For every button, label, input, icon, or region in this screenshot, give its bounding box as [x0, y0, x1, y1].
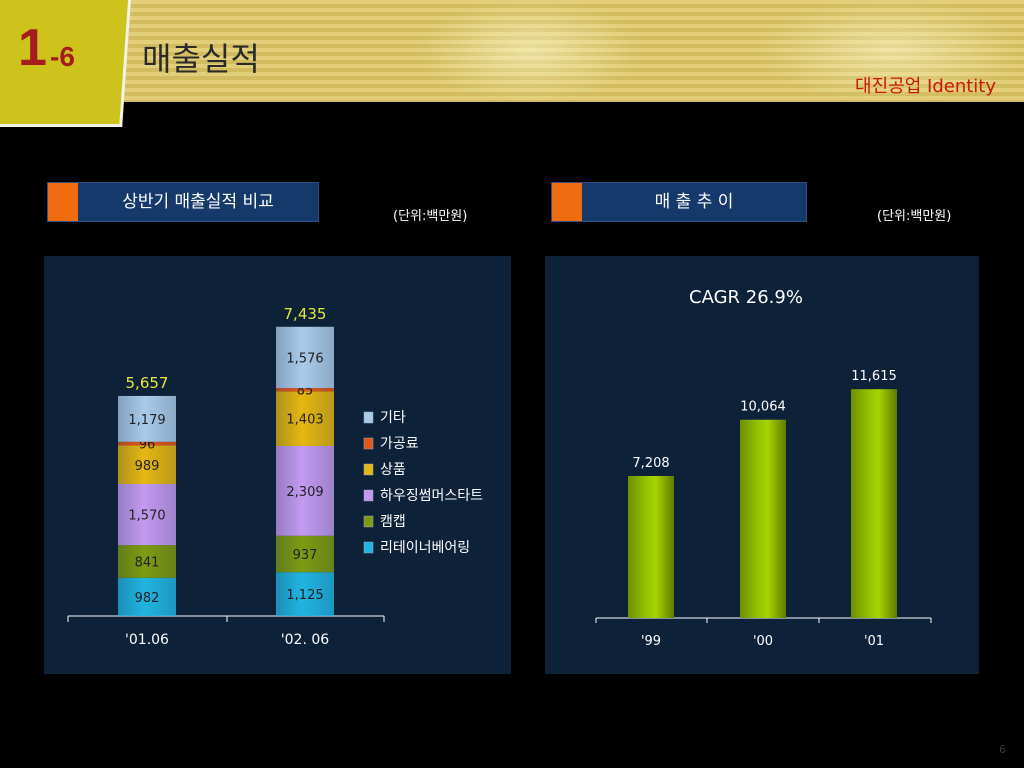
legend-label: 리테이너베어링 [380, 540, 470, 556]
total-label: 7,435 [284, 305, 327, 323]
segment-label: 937 [293, 548, 318, 563]
header-glow [420, 0, 640, 102]
stacked-bar-chart: 9828411,570989961,1795,657'01.061,125937… [67, 305, 483, 648]
segment-label: 1,570 [128, 509, 165, 524]
trend-chart-panel: CAGR 26.9% 7,208 '99 10,064 '00 11,615 '01 [545, 256, 979, 674]
legend-label: 하우징썸머스타트 [380, 488, 483, 504]
heading-accent [552, 183, 582, 221]
legend-label: 가공료 [380, 436, 419, 452]
header-banner: 매출실적 대진공업 Identity [0, 0, 1024, 102]
bar-segment [276, 388, 334, 392]
section-sub-number: -6 [50, 41, 75, 72]
data-label: 11,615 [851, 369, 897, 384]
bar-segment [276, 572, 334, 616]
bar-segment [118, 577, 176, 616]
bar-segment [276, 391, 334, 446]
bar [628, 476, 674, 618]
trend-bar-chart: CAGR 26.9% 7,208 '99 10,064 '00 11,615 '01 [595, 287, 932, 649]
left-unit-label: (단위:백만원) [393, 209, 468, 224]
segment-label: 982 [135, 591, 160, 606]
header-glow [760, 0, 1020, 102]
x-tick-label: '00 [753, 634, 773, 649]
bar-segment [118, 441, 176, 446]
right-unit-label: (단위:백만원) [877, 209, 952, 224]
segment-label: 1,125 [286, 588, 323, 603]
data-label: 7,208 [632, 456, 669, 471]
bar-segment [276, 326, 334, 389]
bar-segment [276, 535, 334, 573]
legend-swatch [363, 489, 374, 502]
page-title: 매출실적 [142, 40, 260, 78]
segment-label: 841 [135, 555, 160, 570]
legend-swatch [363, 463, 374, 476]
x-tick-label: '99 [641, 634, 661, 649]
segment-label: 1,179 [128, 413, 165, 428]
page-number: 6 [999, 743, 1006, 756]
segment-label: 989 [135, 459, 160, 474]
legend-swatch [363, 411, 374, 424]
section-number: 1 [18, 19, 47, 77]
segment-label: 1,576 [286, 351, 323, 366]
bar-segment [118, 395, 176, 442]
legend-label: 캠캡 [380, 514, 406, 530]
stacked-chart-panel: 982 841 1,570 989 96 1,179 5,657'01.06 1,125 937… [44, 256, 511, 674]
legend-swatch [363, 515, 374, 528]
data-label: 10,064 [740, 400, 786, 415]
chart-title: CAGR 26.9% [689, 287, 803, 308]
heading-accent [48, 183, 78, 221]
right-section-title: 매 출 추 이 [654, 192, 734, 212]
legend-swatch [363, 541, 374, 554]
legend-label: 기타 [380, 410, 406, 426]
left-section-heading: 상반기 매출실적 비교 [47, 182, 319, 222]
x-tick-label: '01.06 [125, 632, 169, 648]
left-section-title: 상반기 매출실적 비교 [122, 192, 274, 212]
segment-label: 1,403 [286, 413, 323, 428]
legend-label: 상품 [380, 462, 406, 478]
bar-segment [276, 445, 334, 536]
x-tick-label: '01 [864, 634, 884, 649]
segment-label: 2,309 [286, 485, 323, 500]
bar-segment [118, 445, 176, 485]
right-section-heading: 매 출 추 이 [551, 182, 807, 222]
legend-swatch [363, 437, 374, 450]
x-tick-label: '02. 06 [281, 632, 329, 648]
brand-label: 대진공업 Identity [855, 76, 996, 97]
bar [851, 389, 897, 618]
bar [740, 419, 786, 618]
total-label: 5,657 [126, 374, 169, 392]
bar-segment [118, 545, 176, 578]
bar-segment [118, 484, 176, 546]
